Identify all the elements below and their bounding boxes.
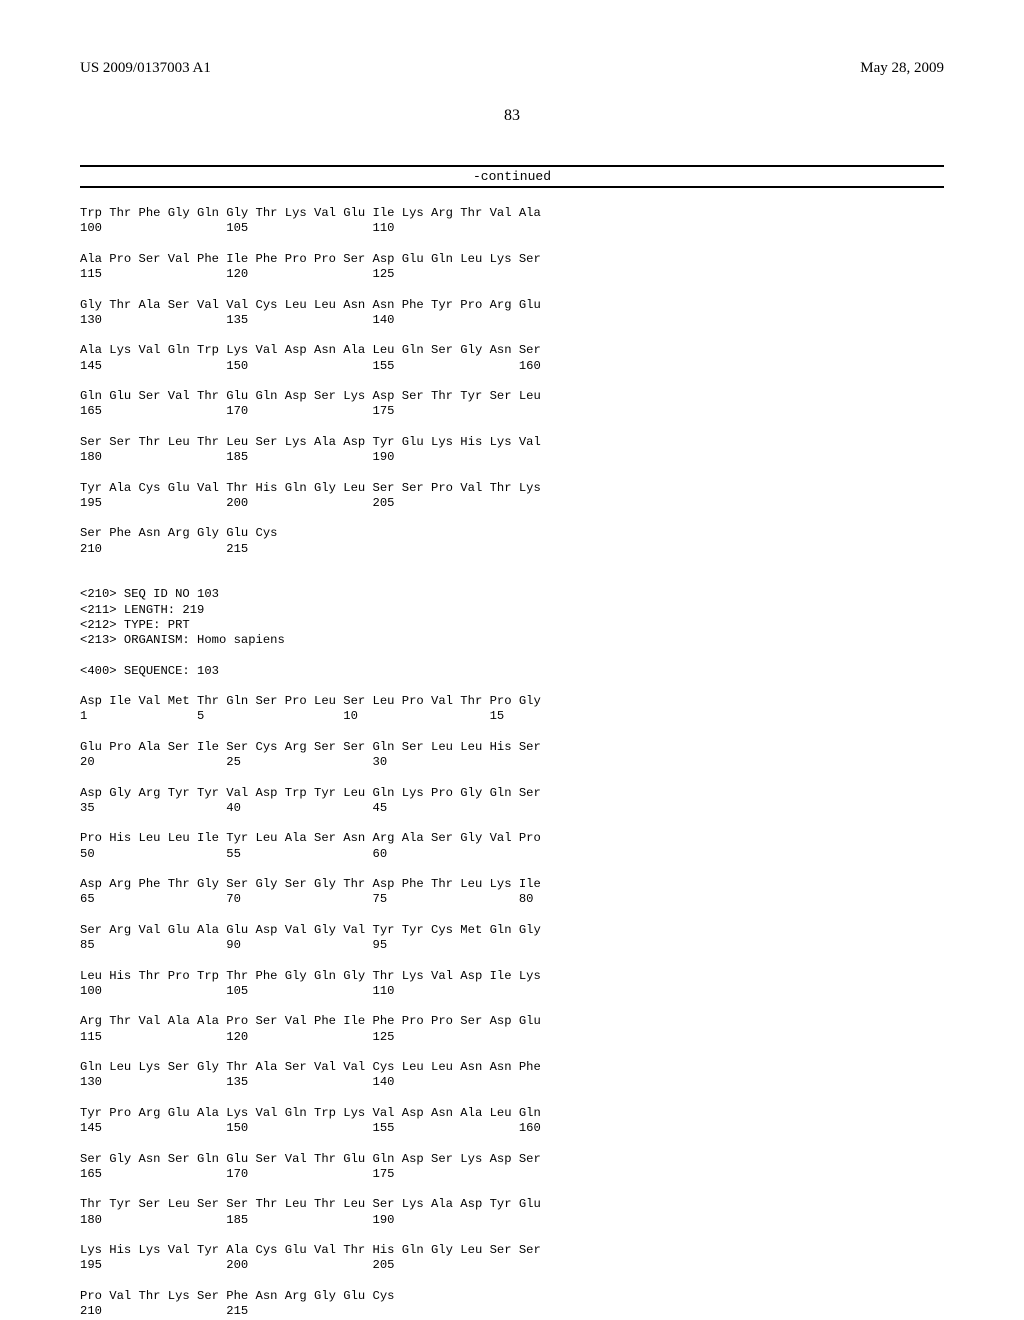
page-container: US 2009/0137003 A1 May 28, 2009 83 -cont… (0, 0, 1024, 1320)
sequence-listing: Trp Thr Phe Gly Gln Gly Thr Lys Val Glu … (80, 206, 944, 1319)
continued-rule: -continued (80, 165, 944, 188)
continued-label: -continued (80, 169, 944, 184)
publication-number: US 2009/0137003 A1 (80, 60, 211, 77)
publication-date: May 28, 2009 (860, 60, 944, 77)
page-header: US 2009/0137003 A1 May 28, 2009 (80, 60, 944, 77)
page-number: 83 (80, 107, 944, 125)
